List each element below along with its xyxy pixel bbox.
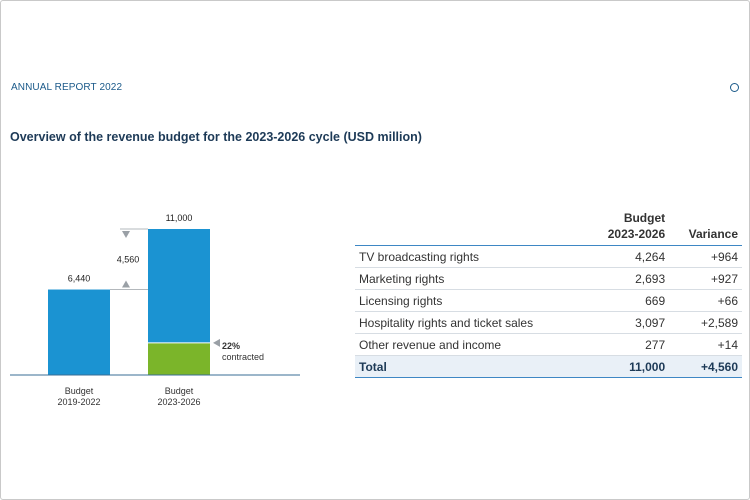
table-total-row: Total 11,000 +4,560: [355, 355, 742, 378]
table-row: TV broadcasting rights 4,264 +964: [355, 245, 742, 268]
increase-arrow-bottom: [122, 280, 130, 288]
row-budget: 669: [586, 289, 670, 312]
row-label: Marketing rights: [355, 267, 587, 290]
column-header-item: [355, 206, 587, 246]
bar-0: [48, 289, 110, 375]
increase-label: 4,560: [117, 254, 140, 264]
row-label: Other revenue and income: [355, 333, 587, 356]
row-variance: +927: [669, 267, 742, 290]
row-label: Hospitality rights and ticket sales: [355, 311, 587, 334]
category-label-0-0: Budget: [65, 386, 94, 396]
row-budget: 3,097: [586, 311, 670, 334]
revenue-table: Budget 2023-2026 Variance TV broadcastin…: [355, 206, 742, 378]
contracted-marker: [213, 338, 220, 347]
total-label: Total: [355, 355, 587, 378]
row-variance: +14: [669, 333, 742, 356]
category-label-0-1: 2019-2022: [57, 397, 100, 407]
table-row: Marketing rights 2,693 +927: [355, 267, 742, 290]
contracted-label-0: 22%: [222, 341, 240, 351]
row-budget: 277: [586, 333, 670, 356]
category-label-1-0: Budget: [165, 386, 194, 396]
row-label: TV broadcasting rights: [355, 245, 587, 268]
table-header-row: Budget 2023-2026 Variance: [355, 206, 742, 246]
total-budget: 11,000: [586, 355, 670, 378]
column-header-budget: Budget 2023-2026: [586, 206, 670, 246]
nav-circle-icon[interactable]: [730, 83, 739, 92]
bar-value-label-1: 11,000: [166, 213, 193, 223]
page-title: Overview of the revenue budget for the 2…: [10, 130, 422, 144]
table-row: Licensing rights 669 +66: [355, 289, 742, 312]
revenue-bar-chart: 6,440Budget2019-202211,000Budget2023-202…: [10, 213, 300, 407]
row-budget: 2,693: [586, 267, 670, 290]
category-label-1-1: 2023-2026: [157, 397, 200, 407]
row-label: Licensing rights: [355, 289, 587, 312]
column-header-variance: Variance: [669, 206, 742, 246]
total-variance: +4,560: [669, 355, 742, 378]
row-budget: 4,264: [586, 245, 670, 268]
contracted-label-1: contracted: [222, 352, 264, 362]
table-row: Other revenue and income 277 +14: [355, 333, 742, 356]
increase-arrow-top: [122, 231, 130, 238]
table-row: Hospitality rights and ticket sales 3,09…: [355, 311, 742, 334]
bar-value-label-0: 6,440: [68, 274, 91, 284]
row-variance: +964: [669, 245, 742, 268]
report-label: ANNUAL REPORT 2022: [11, 82, 123, 93]
row-variance: +2,589: [669, 311, 742, 334]
row-variance: +66: [669, 289, 742, 312]
contracted-segment: [148, 342, 210, 375]
